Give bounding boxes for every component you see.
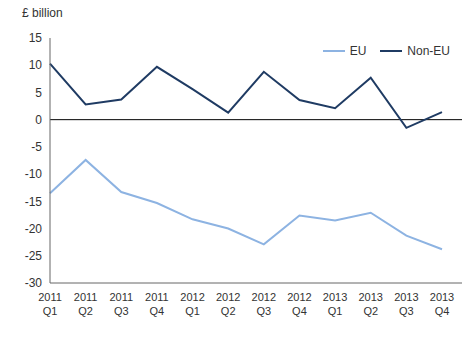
svg-text:2013: 2013: [358, 291, 382, 303]
svg-text:5: 5: [35, 86, 42, 100]
svg-text:Q1: Q1: [185, 305, 200, 317]
svg-text:2013: 2013: [323, 291, 347, 303]
svg-text:Q3: Q3: [256, 305, 271, 317]
svg-text:Q1: Q1: [328, 305, 343, 317]
svg-text:2012: 2012: [287, 291, 311, 303]
svg-text:2012: 2012: [252, 291, 276, 303]
svg-text:2011: 2011: [74, 291, 98, 303]
svg-text:Q2: Q2: [363, 305, 378, 317]
svg-text:-25: -25: [25, 249, 43, 263]
svg-text:15: 15: [29, 31, 43, 45]
svg-text:0: 0: [35, 113, 42, 127]
svg-text:-10: -10: [25, 167, 43, 181]
svg-text:-5: -5: [31, 140, 42, 154]
svg-text:Q3: Q3: [114, 305, 129, 317]
svg-text:-15: -15: [25, 195, 43, 209]
svg-text:2011: 2011: [109, 291, 133, 303]
svg-text:2013: 2013: [394, 291, 418, 303]
svg-text:Q2: Q2: [221, 305, 236, 317]
svg-text:Q2: Q2: [78, 305, 93, 317]
svg-text:-20: -20: [25, 222, 43, 236]
html-text:EU: EU: [349, 44, 367, 58]
svg-text:-30: -30: [25, 276, 43, 290]
svg-text:Q4: Q4: [435, 305, 450, 317]
html-text:£ billion: £ billion: [22, 6, 63, 20]
svg-text:2011: 2011: [38, 291, 62, 303]
svg-text:10: 10: [29, 58, 43, 72]
svg-text:2012: 2012: [216, 291, 240, 303]
svg-text:Q4: Q4: [150, 305, 165, 317]
svg-text:Q4: Q4: [292, 305, 307, 317]
svg-text:2011: 2011: [145, 291, 169, 303]
svg-text:Q3: Q3: [399, 305, 414, 317]
svg-text:Q1: Q1: [43, 305, 58, 317]
svg-text:2012: 2012: [180, 291, 204, 303]
html-text:Non-EU: Non-EU: [407, 44, 450, 58]
svg-text:2013: 2013: [430, 291, 454, 303]
